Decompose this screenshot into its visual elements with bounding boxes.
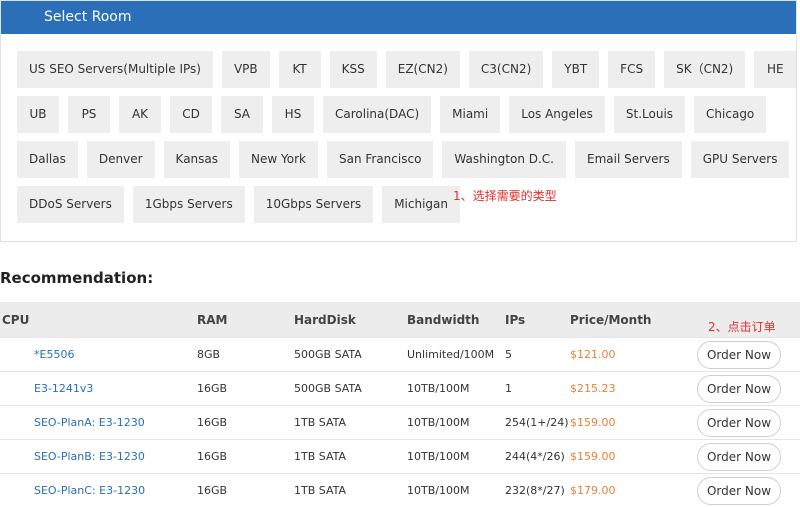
cell: Unlimited/100M <box>407 338 505 372</box>
cell: 232(8*/27) <box>505 474 570 507</box>
room-button[interactable]: 10Gbps Servers <box>254 186 373 223</box>
cell: 8GB <box>197 338 294 372</box>
room-button[interactable]: Kansas <box>164 141 230 178</box>
cell: 16GB <box>197 474 294 507</box>
room-button[interactable]: Chicago <box>694 96 766 133</box>
order-button[interactable]: Order Now <box>697 443 781 471</box>
room-panel: Select Room US SEO Servers(Multiple IPs)… <box>0 0 797 242</box>
cell: 254(1+/24) <box>505 406 570 440</box>
cell: 16GB <box>197 406 294 440</box>
room-button[interactable]: Washington D.C. <box>442 141 566 178</box>
room-button[interactable]: SK（CN2) <box>664 51 745 88</box>
room-button[interactable]: HE <box>754 51 796 88</box>
cpu-link[interactable]: SEO-PlanB: E3-1230 <box>0 440 197 474</box>
cell: 16GB <box>197 440 294 474</box>
action-cell: Order Now <box>697 440 800 474</box>
room-button[interactable]: SA <box>221 96 263 133</box>
room-button[interactable]: Los Angeles <box>509 96 605 133</box>
cpu-link[interactable]: E3-1241v3 <box>0 372 197 406</box>
annotation: 1、选择需要的类型 <box>453 187 557 204</box>
column-header: CPU <box>0 302 197 338</box>
column-header: Price/Month <box>570 302 697 338</box>
room-button[interactable]: New York <box>239 141 318 178</box>
column-header: HardDisk <box>294 302 407 338</box>
panel-title: Select Room <box>1 1 796 34</box>
cell: 10TB/100M <box>407 440 505 474</box>
room-button[interactable]: HS <box>272 96 314 133</box>
room-button[interactable]: Miami <box>440 96 500 133</box>
room-button[interactable]: 1Gbps Servers <box>133 186 245 223</box>
cell: 16GB <box>197 372 294 406</box>
column-header: IPs <box>505 302 570 338</box>
cell: $215.23 <box>570 372 697 406</box>
room-button[interactable]: UB <box>17 96 59 133</box>
cpu-link[interactable]: SEO-PlanC: E3-1230 <box>0 474 197 507</box>
room-button[interactable]: Carolina(DAC) <box>323 96 431 133</box>
room-button[interactable]: KSS <box>330 51 377 88</box>
cell: 1TB SATA <box>294 440 407 474</box>
order-button[interactable]: Order Now <box>697 409 781 437</box>
room-button[interactable]: DDoS Servers <box>17 186 124 223</box>
column-header: Bandwidth <box>407 302 505 338</box>
room-button[interactable]: VPB <box>222 51 270 88</box>
room-button[interactable]: KT <box>279 51 321 88</box>
room-button[interactable]: C3(CN2) <box>469 51 543 88</box>
room-button[interactable]: Michigan <box>382 186 460 223</box>
cell: 10TB/100M <box>407 406 505 440</box>
room-button[interactable]: EZ(CN2) <box>386 51 460 88</box>
cell: 10TB/100M <box>407 372 505 406</box>
room-button[interactable]: San Francisco <box>327 141 433 178</box>
cell: 10TB/100M <box>407 474 505 507</box>
cell: 1TB SATA <box>294 406 407 440</box>
room-button[interactable]: Email Servers <box>575 141 682 178</box>
room-button[interactable]: PS <box>68 96 110 133</box>
room-button[interactable]: CD <box>170 96 212 133</box>
room-button[interactable]: GPU Servers <box>691 141 790 178</box>
room-button[interactable]: FCS <box>608 51 655 88</box>
cell: $159.00 <box>570 440 697 474</box>
room-button[interactable]: YBT <box>552 51 599 88</box>
room-button[interactable]: US SEO Servers(Multiple IPs) <box>17 51 213 88</box>
action-cell: Order Now <box>697 372 800 406</box>
room-button[interactable]: Dallas <box>17 141 78 178</box>
cell: 5 <box>505 338 570 372</box>
order-button[interactable]: Order Now <box>697 375 781 403</box>
cell: 1 <box>505 372 570 406</box>
order-button[interactable]: Order Now <box>697 341 781 369</box>
room-button[interactable]: St.Louis <box>614 96 685 133</box>
cell: $159.00 <box>570 406 697 440</box>
action-cell: Order Now <box>697 474 800 507</box>
cell: $179.00 <box>570 474 697 507</box>
room-button[interactable]: Denver <box>87 141 155 178</box>
cell: 244(4*/26) <box>505 440 570 474</box>
column-header: RAM <box>197 302 294 338</box>
cell: 500GB SATA <box>294 338 407 372</box>
cell: 1TB SATA <box>294 474 407 507</box>
annotation: 2、点击订单 <box>708 318 776 335</box>
cpu-link[interactable]: SEO-PlanA: E3-1230 <box>0 406 197 440</box>
action-cell: Order Now <box>697 338 800 372</box>
order-button[interactable]: Order Now <box>697 477 781 505</box>
cpu-link[interactable]: *E5506 <box>0 338 197 372</box>
cell: $121.00 <box>570 338 697 372</box>
section-title: Recommendation: <box>0 269 153 287</box>
room-button[interactable]: AK <box>119 96 161 133</box>
cell: 500GB SATA <box>294 372 407 406</box>
action-cell: Order Now <box>697 406 800 440</box>
